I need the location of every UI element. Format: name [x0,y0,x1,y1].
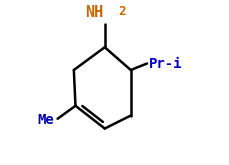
Text: NH: NH [85,5,103,20]
Text: Me: Me [38,113,54,127]
Text: Pr-i: Pr-i [149,56,182,70]
Text: 2: 2 [118,5,125,18]
